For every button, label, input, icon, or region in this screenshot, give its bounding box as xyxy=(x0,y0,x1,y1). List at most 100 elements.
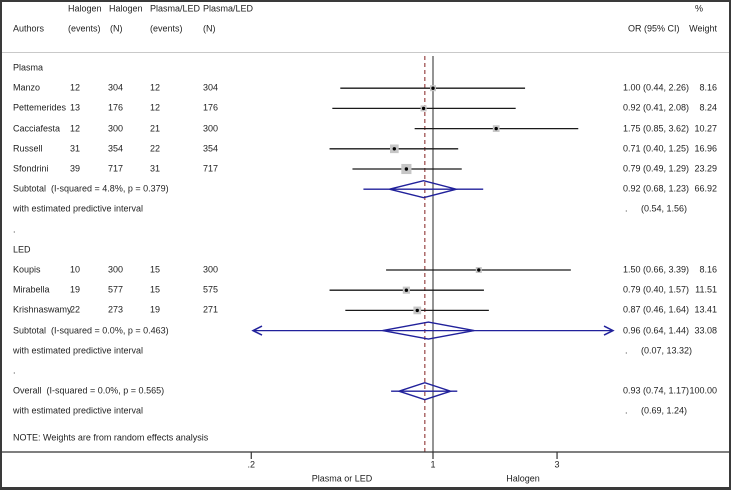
study-author: Mirabella xyxy=(13,284,50,295)
weight-value: 10.27 xyxy=(694,123,717,134)
study-author: Sfondrini xyxy=(13,163,49,174)
predictive-interval-label: with estimated predictive interval xyxy=(13,405,144,416)
col-header-halogen-events-2: (events) xyxy=(68,23,101,34)
halogen-n: 577 xyxy=(108,284,124,295)
halogen-events: 13 xyxy=(70,102,81,113)
predictive-left-arrow xyxy=(251,325,263,336)
weight-value: 13.41 xyxy=(694,304,717,315)
col-header-plasmaled-n-2: (N) xyxy=(203,23,216,34)
spacer-dot: . xyxy=(13,365,16,376)
effect-marker-dot xyxy=(431,86,435,90)
halogen-events: 19 xyxy=(70,284,81,295)
col-header-percent: % xyxy=(694,3,703,14)
predictive-dot: . xyxy=(625,345,628,356)
halogen-events: 12 xyxy=(70,123,81,134)
halogen-n: 300 xyxy=(108,123,124,134)
plasma-led-events: 12 xyxy=(150,102,161,113)
plasma-led-n: 300 xyxy=(203,123,219,134)
axis-tick-label: 1 xyxy=(430,459,436,469)
halogen-events: 39 xyxy=(70,163,81,174)
header-separator-line xyxy=(2,52,729,53)
predictive-ci: (0.69, 1.24) xyxy=(641,405,688,416)
col-header-halogen-events-1: Halogen xyxy=(68,3,102,14)
plasma-led-events: 15 xyxy=(150,284,161,295)
weight-value: 23.29 xyxy=(694,163,717,174)
subtotal-label: Subtotal (I-squared = 0.0%, p = 0.463) xyxy=(13,325,169,336)
halogen-events: 10 xyxy=(70,264,81,275)
plasma-led-n: 300 xyxy=(203,264,219,275)
predictive-ci: (0.07, 13.32) xyxy=(641,345,693,356)
halogen-n: 176 xyxy=(108,102,124,113)
axis-tick-label: .2 xyxy=(247,459,256,469)
subtotal-weight: 33.08 xyxy=(694,325,717,336)
col-header-plasmaled-n-1: Plasma/LED xyxy=(203,3,254,14)
plasma-led-events: 21 xyxy=(150,123,161,134)
predictive-interval-label: with estimated predictive interval xyxy=(13,345,144,356)
group-label: LED xyxy=(13,244,31,255)
halogen-events: 31 xyxy=(70,143,81,154)
study-author: Pettemerides xyxy=(13,102,67,113)
or-ci-value: 0.87 (0.46, 1.64) xyxy=(623,304,690,315)
or-ci-value: 0.71 (0.40, 1.25) xyxy=(623,143,690,154)
col-header-plasmaled-events-1: Plasma/LED xyxy=(150,3,201,14)
halogen-events: 22 xyxy=(70,304,81,315)
effect-marker-dot xyxy=(415,308,419,313)
or-ci-value: 0.79 (0.40, 1.57) xyxy=(623,284,690,295)
effect-marker-dot xyxy=(421,106,426,111)
study-author: Koupis xyxy=(13,264,41,275)
plasma-led-n: 575 xyxy=(203,284,219,295)
subtotal-or-ci: 0.92 (0.68, 1.23) xyxy=(623,183,690,194)
effect-marker-dot xyxy=(404,167,409,171)
plasma-led-events: 15 xyxy=(150,264,161,275)
halogen-n: 717 xyxy=(108,163,124,174)
overall-label: Overall (I-squared = 0.0%, p = 0.565) xyxy=(13,385,165,396)
halogen-n: 300 xyxy=(108,264,124,275)
weight-value: 8.16 xyxy=(699,82,717,93)
group-label: Plasma xyxy=(13,62,44,73)
effect-marker-dot xyxy=(494,126,498,131)
study-author: Manzo xyxy=(13,82,41,93)
plasma-led-events: 22 xyxy=(150,143,161,154)
plasma-led-n: 271 xyxy=(203,304,219,315)
subtotal-diamond xyxy=(389,179,460,199)
effect-marker-dot xyxy=(392,147,397,151)
effect-marker-dot xyxy=(477,268,481,272)
weight-value: 11.51 xyxy=(695,284,717,295)
study-author: Russell xyxy=(13,143,43,154)
col-header-halogen-n-1: Halogen xyxy=(109,3,143,14)
axis-tick-label: 3 xyxy=(554,459,560,469)
plasma-led-n: 354 xyxy=(203,143,219,154)
note-text: NOTE: Weights are from random effects an… xyxy=(13,432,209,443)
plasma-led-events: 19 xyxy=(150,304,161,315)
or-ci-value: 0.92 (0.41, 2.08) xyxy=(623,102,690,113)
weight-value: 8.16 xyxy=(699,264,717,275)
col-header-halogen-n-2: (N) xyxy=(110,23,123,34)
col-header-authors: Authors xyxy=(13,23,45,34)
plasma-led-n: 717 xyxy=(203,163,219,174)
or-ci-value: 0.79 (0.49, 1.29) xyxy=(623,163,690,174)
study-author: Cacciafesta xyxy=(13,123,61,134)
col-header-plasmaled-events-2: (events) xyxy=(150,23,183,34)
overall-or-ci: 0.93 (0.74, 1.17) xyxy=(623,385,690,396)
halogen-events: 12 xyxy=(70,82,81,93)
subtotal-label: Subtotal (I-squared = 4.8%, p = 0.379) xyxy=(13,183,169,194)
subtotal-diamond xyxy=(382,321,475,340)
plasma-led-events: 31 xyxy=(150,163,161,174)
halogen-n: 304 xyxy=(108,82,124,93)
or-ci-value: 1.75 (0.85, 3.62) xyxy=(623,123,690,134)
halogen-n: 273 xyxy=(108,304,124,315)
plasma-led-n: 176 xyxy=(203,102,219,113)
axis-label-left: Plasma or LED xyxy=(311,473,373,484)
halogen-n: 354 xyxy=(108,143,124,154)
predictive-ci: (0.54, 1.56) xyxy=(641,203,688,214)
subtotal-or-ci: 0.96 (0.64, 1.44) xyxy=(623,325,690,336)
effect-marker-dot xyxy=(404,288,409,292)
col-header-or-ci: OR (95% CI) xyxy=(628,23,680,34)
spacer-dot: . xyxy=(13,224,16,235)
or-ci-value: 1.50 (0.66, 3.39) xyxy=(623,264,690,275)
weight-value: 8.24 xyxy=(699,102,717,113)
or-ci-value: 1.00 (0.44, 2.26) xyxy=(623,82,690,93)
